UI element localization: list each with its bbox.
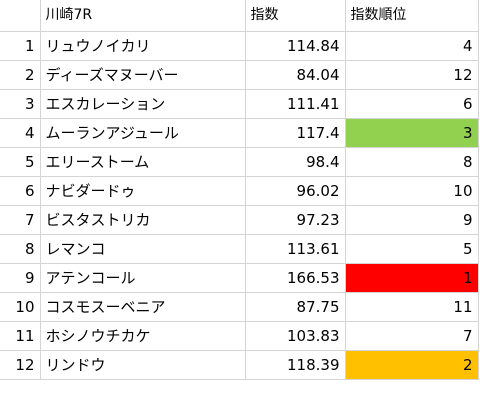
table-row: 3 エスカレーション 111.41 6 <box>0 89 479 119</box>
sheet-body: 川崎7R 指数 指数順位 1 リュウノイカリ 114.84 4 2 ディーズマヌーバー 84… <box>0 0 479 380</box>
rank-value-cell[interactable]: 11 <box>345 292 479 322</box>
index-value-cell[interactable]: 166.53 <box>245 263 346 293</box>
spreadsheet-grid: 川崎7R 指数 指数順位 1 リュウノイカリ 114.84 4 2 ディーズマヌーバー 84… <box>0 0 479 380</box>
row-number-cell[interactable]: 9 <box>0 263 41 293</box>
row-number-cell[interactable]: 8 <box>0 234 41 264</box>
rank-value-cell[interactable]: 4 <box>345 31 479 61</box>
rank-value-cell[interactable]: 7 <box>345 321 479 351</box>
rank-value-cell[interactable]: 1 <box>345 263 479 293</box>
table-row: 4 ムーランアジュール 117.4 3 <box>0 118 479 148</box>
horse-name-cell[interactable]: ホシノウチカケ <box>40 321 246 351</box>
index-value-cell[interactable]: 111.41 <box>245 89 346 119</box>
table-row: 1 リュウノイカリ 114.84 4 <box>0 31 479 61</box>
row-number-cell[interactable]: 3 <box>0 89 41 119</box>
race-header-cell[interactable]: 川崎7R <box>40 0 246 32</box>
horse-name-cell[interactable]: アテンコール <box>40 263 246 293</box>
row-number-cell[interactable]: 12 <box>0 350 41 380</box>
table-row: 12 リンドウ 118.39 2 <box>0 350 479 380</box>
row-number-cell[interactable]: 4 <box>0 118 41 148</box>
horse-name-cell[interactable]: エリーストーム <box>40 147 246 177</box>
rank-value-cell[interactable]: 9 <box>345 205 479 235</box>
index-value-cell[interactable]: 114.84 <box>245 31 346 61</box>
horse-name-cell[interactable]: ディーズマヌーバー <box>40 60 246 90</box>
table-row: 10 コスモスーベニア 87.75 11 <box>0 292 479 322</box>
row-number-cell[interactable]: 5 <box>0 147 41 177</box>
horse-name-cell[interactable]: レマンコ <box>40 234 246 264</box>
rank-value-cell[interactable]: 6 <box>345 89 479 119</box>
index-header-cell[interactable]: 指数 <box>245 0 346 32</box>
table-row: 11 ホシノウチカケ 103.83 7 <box>0 321 479 351</box>
index-value-cell[interactable]: 117.4 <box>245 118 346 148</box>
rank-header-cell[interactable]: 指数順位 <box>345 0 479 32</box>
horse-name-cell[interactable]: ビスタストリカ <box>40 205 246 235</box>
rank-value-cell[interactable]: 12 <box>345 60 479 90</box>
index-value-cell[interactable]: 84.04 <box>245 60 346 90</box>
index-value-cell[interactable]: 98.4 <box>245 147 346 177</box>
rank-value-cell[interactable]: 2 <box>345 350 479 380</box>
table-row: 9 アテンコール 166.53 1 <box>0 263 479 293</box>
table-row: 6 ナビダードゥ 96.02 10 <box>0 176 479 206</box>
horse-name-cell[interactable]: リンドウ <box>40 350 246 380</box>
horse-name-cell[interactable]: エスカレーション <box>40 89 246 119</box>
header-row: 川崎7R 指数 指数順位 <box>0 0 479 32</box>
horse-name-cell[interactable]: ナビダードゥ <box>40 176 246 206</box>
index-value-cell[interactable]: 87.75 <box>245 292 346 322</box>
table-row: 7 ビスタストリカ 97.23 9 <box>0 205 479 235</box>
index-value-cell[interactable]: 96.02 <box>245 176 346 206</box>
index-value-cell[interactable]: 97.23 <box>245 205 346 235</box>
index-value-cell[interactable]: 103.83 <box>245 321 346 351</box>
row-number-cell[interactable]: 10 <box>0 292 41 322</box>
table-row: 5 エリーストーム 98.4 8 <box>0 147 479 177</box>
row-number-cell[interactable]: 11 <box>0 321 41 351</box>
index-value-cell[interactable]: 113.61 <box>245 234 346 264</box>
rank-value-cell[interactable]: 5 <box>345 234 479 264</box>
rank-value-cell[interactable]: 8 <box>345 147 479 177</box>
row-number-cell[interactable]: 7 <box>0 205 41 235</box>
horse-name-cell[interactable]: ムーランアジュール <box>40 118 246 148</box>
rank-value-cell[interactable]: 10 <box>345 176 479 206</box>
header-row-number-cell[interactable] <box>0 0 41 32</box>
row-number-cell[interactable]: 1 <box>0 31 41 61</box>
row-number-cell[interactable]: 6 <box>0 176 41 206</box>
table-row: 8 レマンコ 113.61 5 <box>0 234 479 264</box>
horse-name-cell[interactable]: コスモスーベニア <box>40 292 246 322</box>
horse-name-cell[interactable]: リュウノイカリ <box>40 31 246 61</box>
rank-value-cell[interactable]: 3 <box>345 118 479 148</box>
table-row: 2 ディーズマヌーバー 84.04 12 <box>0 60 479 90</box>
index-value-cell[interactable]: 118.39 <box>245 350 346 380</box>
row-number-cell[interactable]: 2 <box>0 60 41 90</box>
